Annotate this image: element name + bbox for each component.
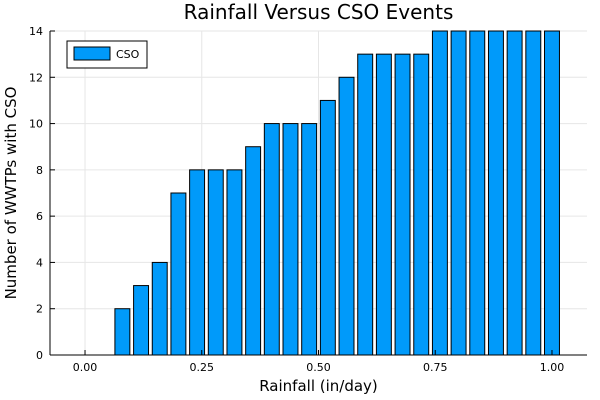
y-tick-label: 6 [36, 210, 43, 223]
bar [450, 30, 467, 356]
bar [263, 123, 280, 356]
bar [207, 169, 224, 356]
y-tick-label: 14 [29, 25, 43, 38]
legend: CSO [66, 40, 148, 69]
x-tick-label: 0.75 [423, 361, 448, 374]
bar [525, 30, 542, 356]
y-axis-label: Number of WWTPs with CSO [2, 87, 20, 300]
chart-title: Rainfall Versus CSO Events [184, 0, 454, 24]
ticks: 0.00 0.25 0.50 0.75 1.00 0 2 4 6 8 10 12 14 [29, 25, 564, 374]
bar [189, 169, 206, 356]
bar [413, 53, 430, 356]
bar [544, 30, 560, 356]
bar [301, 123, 318, 356]
bars [77, 30, 560, 356]
bar [282, 123, 299, 356]
y-tick-label: 12 [29, 71, 43, 84]
y-tick-label: 10 [29, 118, 43, 131]
x-tick-label: 1.00 [540, 361, 565, 374]
x-axis-label: Rainfall (in/day) [259, 377, 378, 395]
x-tick-label: 0.50 [306, 361, 331, 374]
legend-swatch [73, 46, 111, 61]
x-tick-label: 0.00 [73, 361, 98, 374]
bar [170, 192, 187, 356]
bar [338, 76, 355, 356]
bar [226, 169, 243, 356]
bar [151, 261, 168, 356]
bar [245, 146, 262, 356]
x-tick-label: 0.25 [190, 361, 215, 374]
bar [357, 53, 374, 356]
legend-label: CSO [116, 48, 140, 61]
y-tick-label: 2 [36, 303, 43, 316]
bar [487, 30, 504, 356]
y-tick-label: 8 [36, 164, 43, 177]
bar [133, 285, 150, 356]
bar [114, 308, 131, 356]
bar [469, 30, 486, 356]
y-tick-label: 4 [36, 256, 43, 269]
bar [375, 53, 392, 356]
bar [394, 53, 411, 356]
bar [319, 99, 336, 356]
bar [431, 30, 448, 356]
bar [506, 30, 523, 356]
y-tick-label: 0 [36, 349, 43, 362]
